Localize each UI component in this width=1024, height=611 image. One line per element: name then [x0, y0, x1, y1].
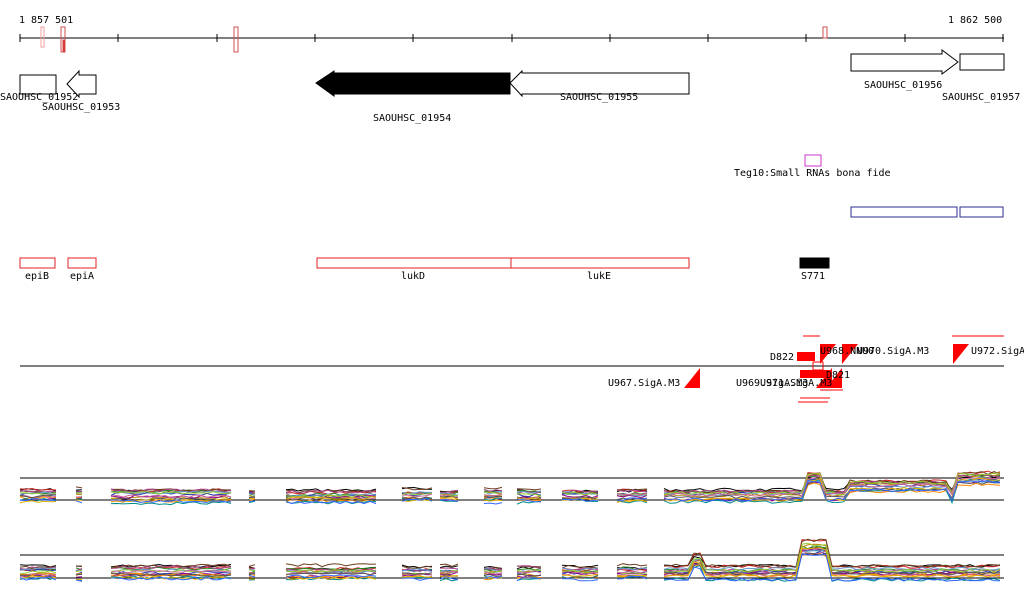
gene-label-saouhsc-01955: SAOUHSC_01955: [560, 92, 638, 103]
tss-label-u969: U969.SigA.M3: [736, 378, 808, 389]
tss-label-u968: U968.NNU0: [820, 346, 874, 357]
tss-label-u972: U972.SigA: [971, 346, 1024, 357]
gene-arrow-saouhsc-01954[interactable]: [315, 70, 511, 97]
tss-label-d821: D821: [826, 370, 850, 381]
tss-flag-u969[interactable]: [816, 368, 832, 388]
tss-label-u970: U970.SigA.M3: [857, 346, 929, 357]
tss-flag-u971[interactable]: [826, 368, 842, 388]
blue-feature[interactable]: [959, 206, 1004, 218]
feature-label-epia: epiA: [70, 271, 94, 282]
gene-arrow-saouhsc-01952[interactable]: [19, 74, 57, 95]
srna-track: Teg10:Small RNAs bona fide: [734, 154, 891, 179]
blue-feature[interactable]: [850, 206, 958, 218]
gene-arrow-saouhsc-01956[interactable]: [850, 49, 959, 75]
coordinate-ruler: 1 857 501 1 862 500: [19, 15, 1004, 53]
gene-track: SAOUHSC_01952 SAOUHSC_01953 SAOUHSC_0195…: [0, 49, 1020, 124]
feature-label-luke: lukE: [587, 271, 611, 282]
gene-label-saouhsc-01952: SAOUHSC_01952: [0, 92, 78, 103]
feature-label-s771: S771: [801, 271, 825, 282]
feature-label-epib: epiB: [25, 271, 49, 282]
tss-flag-u967[interactable]: [684, 368, 700, 388]
feature-box-epia[interactable]: [67, 257, 97, 269]
gene-arrow-saouhsc-01955[interactable]: [509, 69, 690, 98]
ruler-start-label: 1 857 501: [19, 15, 73, 26]
expression-track-upper: [19, 470, 1004, 506]
tss-track: D822 U968.NNU0 U970.SigA.M3 U972.SigA U9…: [20, 335, 1024, 403]
tss-flag-u972[interactable]: [953, 344, 969, 364]
srna-feature[interactable]: [804, 154, 822, 167]
feature-box-epib[interactable]: [19, 257, 56, 269]
feature-box-s771[interactable]: [799, 257, 830, 269]
feature-box-luke[interactable]: [510, 257, 690, 269]
gene-arrow-saouhsc-01953[interactable]: [66, 69, 97, 99]
tss-label-u971: U971.SigA.M3: [760, 378, 832, 389]
expression-track-lower: [19, 538, 1004, 582]
gene-label-saouhsc-01954: SAOUHSC_01954: [373, 113, 451, 124]
blue-track: [850, 206, 1004, 218]
ruler-marks: [40, 26, 828, 53]
tss-label-d822: D822: [770, 352, 794, 363]
gene-label-saouhsc-01953: SAOUHSC_01953: [42, 102, 120, 113]
feature-box-lukd[interactable]: [316, 257, 512, 269]
gene-arrow-saouhsc-01957[interactable]: [959, 53, 1005, 71]
feature-track: epiB epiA lukD lukE S771: [19, 257, 830, 282]
ruler-end-label: 1 862 500: [948, 15, 1002, 26]
tss-label-u967: U967.SigA.M3: [608, 378, 680, 389]
gene-label-saouhsc-01956: SAOUHSC_01956: [864, 80, 942, 91]
gene-label-saouhsc-01957: SAOUHSC_01957: [942, 92, 1020, 103]
srna-label: Teg10:Small RNAs bona fide: [734, 168, 891, 179]
feature-label-lukd: lukD: [401, 271, 425, 282]
tss-flag-u970[interactable]: [842, 344, 858, 364]
tss-flag-u968[interactable]: [820, 344, 836, 364]
